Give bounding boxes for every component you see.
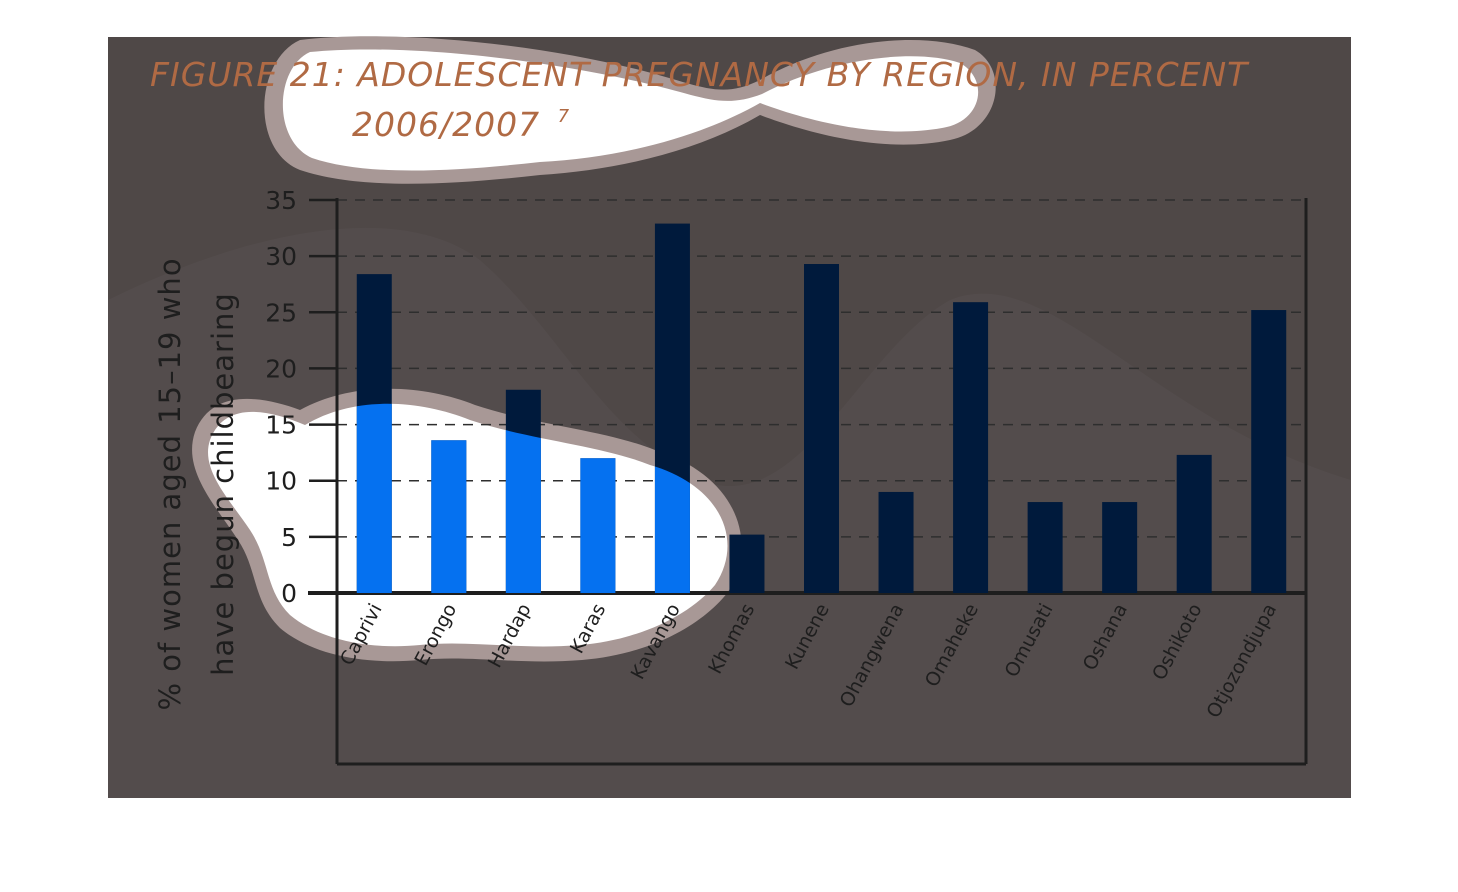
- y-axis-title-line-1: % of women aged 15–19 who: [153, 257, 187, 710]
- bar-ohangwena: [878, 491, 914, 593]
- bar-otjozondjupa: [1251, 310, 1287, 593]
- y-tick-label: 0: [281, 579, 297, 608]
- chart-title: FIGURE 21: ADOLESCENT PREGNANCY BY REGIO…: [150, 55, 1250, 94]
- chart-subtitle-text: 2006/2007: [352, 105, 540, 144]
- bar-highlight-karas: [580, 458, 616, 593]
- chart-subtitle: 2006/2007 7: [352, 105, 570, 144]
- y-tick-label: 15: [265, 411, 297, 440]
- highlight-blob-top-inner: [282, 49, 979, 171]
- y-tick-label: 25: [265, 298, 297, 327]
- y-tick-label: 5: [281, 523, 297, 552]
- bar-khomas: [729, 534, 765, 593]
- chart-subtitle-superscript: 7: [558, 106, 570, 127]
- bar-kunene: [804, 264, 839, 593]
- y-tick-label: 10: [265, 467, 297, 496]
- y-tick-label: 20: [265, 354, 297, 383]
- bars-layer: [356, 223, 1287, 593]
- bar-omaheke: [953, 302, 989, 593]
- y-axis-title: % of women aged 15–19 who have begun chi…: [153, 257, 240, 710]
- bar-oshikoto: [1176, 454, 1212, 593]
- y-tick-label: 30: [265, 242, 297, 271]
- bar-highlight-caprivi: [356, 403, 392, 593]
- y-tick-label: 35: [265, 186, 297, 215]
- bar-omusati: [1027, 502, 1063, 593]
- bar-oshana: [1102, 502, 1138, 593]
- bar-highlight-erongo: [431, 440, 467, 593]
- y-axis-title-line-2: have begun childbearing: [206, 292, 240, 676]
